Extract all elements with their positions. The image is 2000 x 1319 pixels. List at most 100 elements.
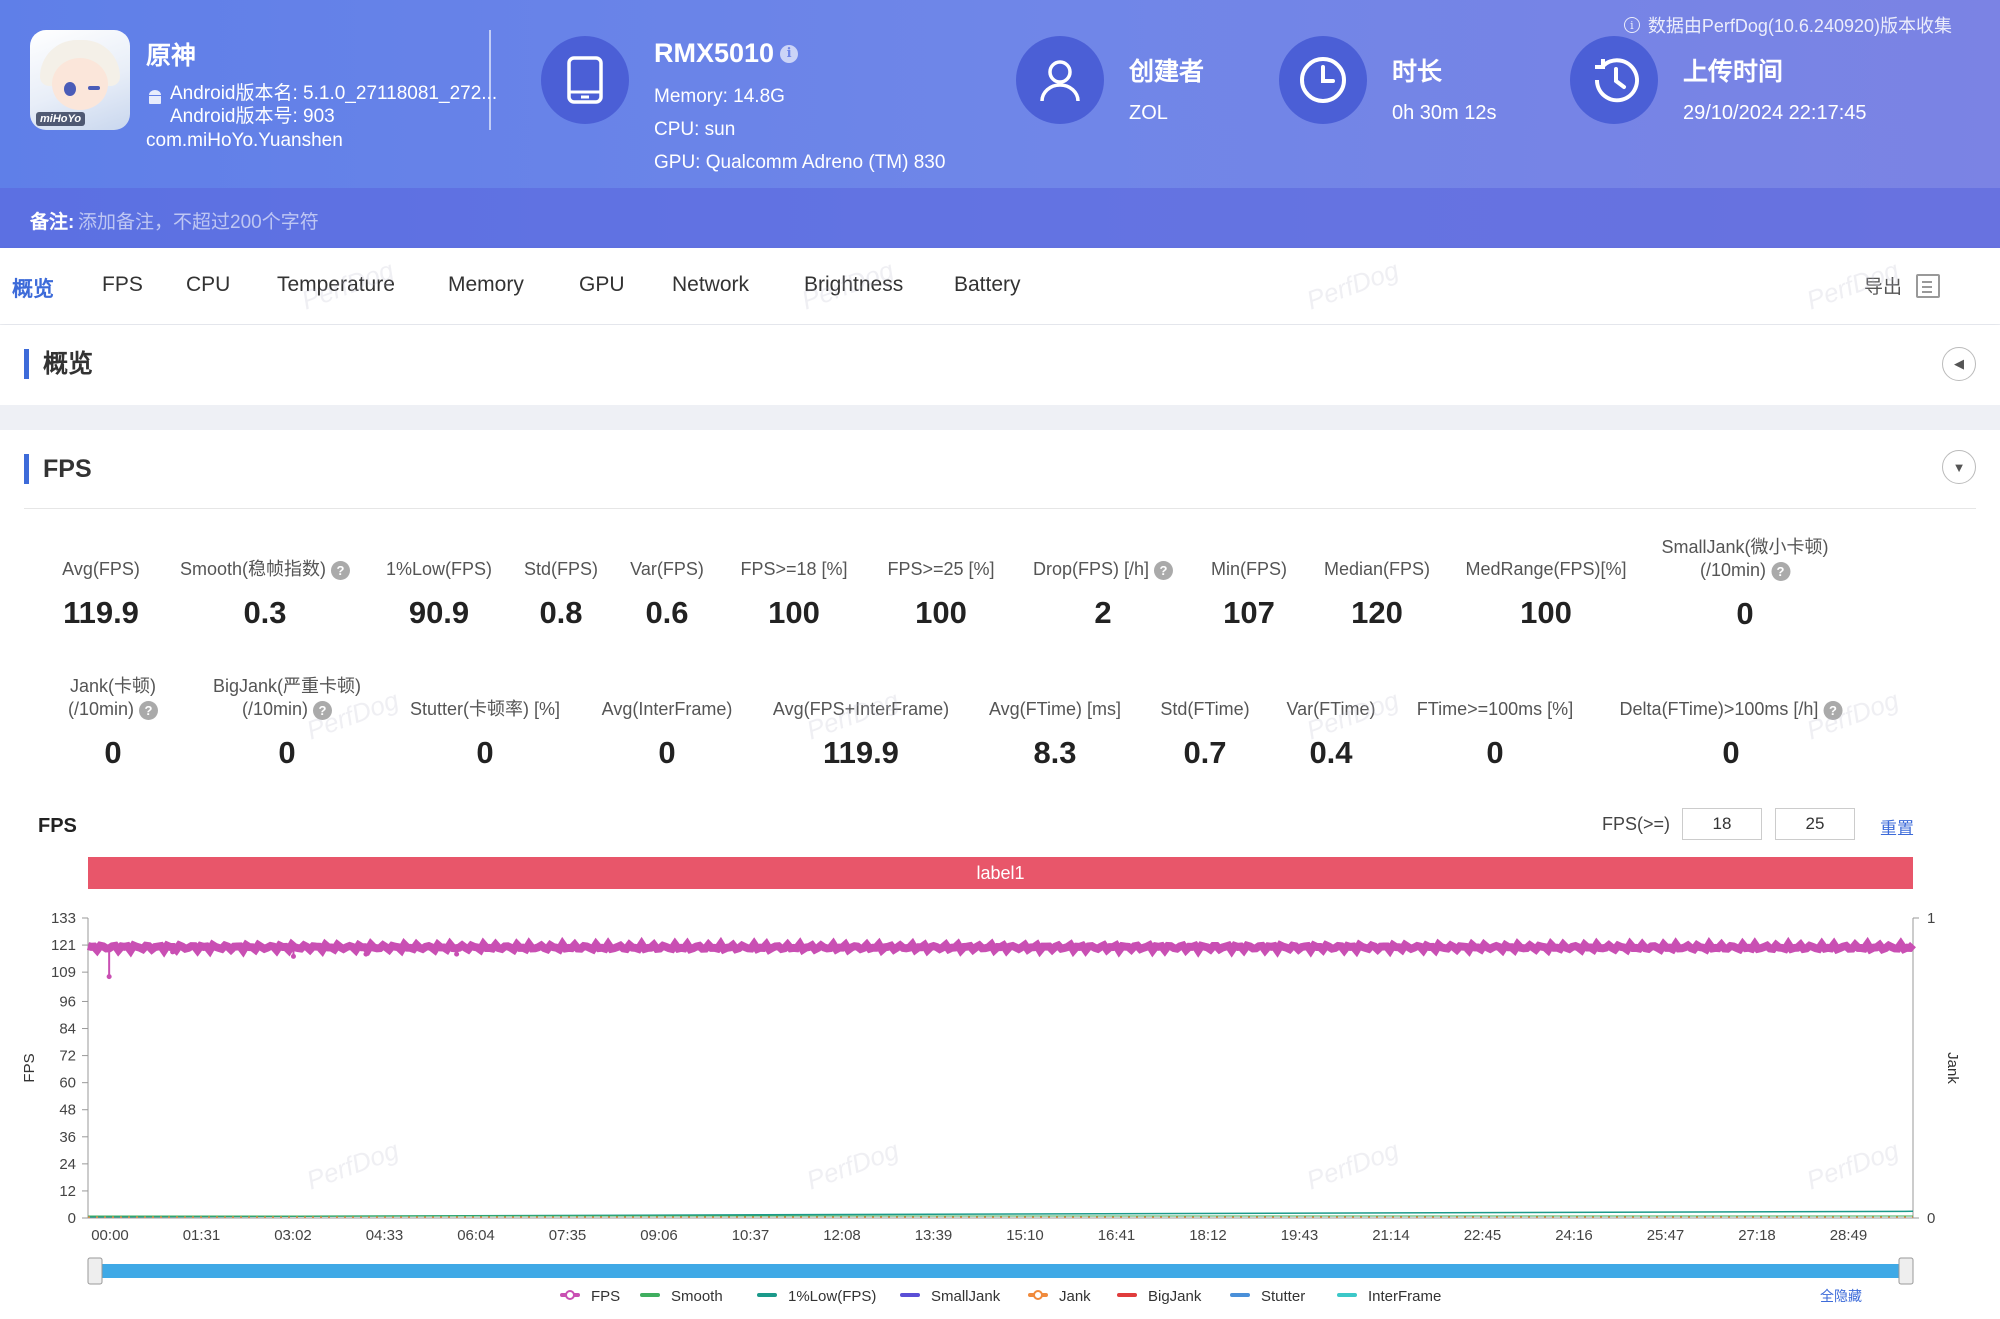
export-icon <box>1916 273 1940 298</box>
help-icon[interactable]: ? <box>331 560 351 580</box>
fps-collapse-button[interactable]: ▼ <box>1942 450 1976 484</box>
range-slider[interactable] <box>87 1257 1914 1285</box>
stat-std-ftime: Std(FTime) 0.7 <box>1160 699 1250 770</box>
stat-stutter: Stutter(卡顿率) [%] 0 <box>409 699 561 770</box>
header-divider <box>489 30 491 130</box>
y2-tick-label: 0 <box>1927 1210 1935 1227</box>
info-icon: i <box>1623 17 1640 33</box>
tab-memory[interactable]: Memory <box>448 273 524 296</box>
slider-track <box>88 1264 1913 1278</box>
caret-left-icon: ◀ <box>1954 356 1964 371</box>
x-tick-label: 09:06 <box>640 1227 678 1244</box>
x-tick-label: 06:04 <box>457 1227 495 1244</box>
legend-label: 1%Low(FPS) <box>788 1288 876 1305</box>
device-info-icon[interactable]: i <box>780 44 799 63</box>
x-axis: 00:00 01:31 03:02 04:33 06:04 07:35 09:06 10:37… <box>88 1217 1913 1244</box>
x-tick-label: 07:35 <box>549 1227 587 1244</box>
help-icon[interactable]: ? <box>1823 700 1843 720</box>
tab-cpu[interactable]: CPU <box>186 273 231 296</box>
upload-title: 上传时间 <box>1683 58 1784 86</box>
reset-button[interactable]: 重置 <box>1880 819 1914 838</box>
y2-tick-label: 1 <box>1927 910 1935 927</box>
legend-marker <box>565 1290 575 1300</box>
export-button[interactable]: 导出 <box>1864 272 1940 299</box>
stat-smooth: Smooth(稳帧指数) ? 0.3 <box>180 558 351 631</box>
y-tick-label: 121 <box>51 937 76 954</box>
fps-dip-point <box>170 949 176 955</box>
fps-threshold-high-input[interactable]: 25 <box>1775 808 1855 840</box>
help-icon[interactable]: ? <box>1771 561 1791 581</box>
y-tick-label: 60 <box>59 1075 76 1092</box>
x-tick-label: 18:12 <box>1189 1227 1227 1244</box>
help-icon[interactable]: ? <box>1154 560 1174 580</box>
android-icon <box>149 90 161 104</box>
help-icon[interactable]: ? <box>313 700 333 720</box>
caret-down-icon: ▼ <box>1952 459 1966 475</box>
help-icon[interactable]: ? <box>139 700 159 720</box>
stat-1pct-low: 1%Low(FPS) 90.9 <box>385 559 493 630</box>
device-cpu: CPU: sun <box>654 119 736 140</box>
fps-dip-point <box>363 951 369 957</box>
x-tick-label: 25:47 <box>1647 1227 1685 1244</box>
y-tick-label: 84 <box>59 1021 76 1038</box>
tab-bar: 概览 FPS CPU Temperature Memory GPU Networ… <box>0 248 2000 324</box>
y2-axis-label: Jank <box>1944 1052 1961 1084</box>
x-tick-label: 04:33 <box>366 1227 404 1244</box>
legend-label: FPS <box>591 1288 620 1305</box>
legend-label: SmallJank <box>931 1288 1001 1305</box>
upload-value: 29/10/2024 22:17:45 <box>1683 102 1867 124</box>
stat-fps-ge-25: FPS>=25 [%] 100 <box>887 559 995 630</box>
tab-brightness[interactable]: Brightness <box>804 273 904 296</box>
legend-label: Stutter <box>1261 1288 1305 1305</box>
y2-axis: 0 1 Jank <box>1912 910 1961 1227</box>
x-tick-label: 03:02 <box>274 1227 312 1244</box>
user-icon <box>1016 36 1104 124</box>
fps-dip-point <box>290 953 296 959</box>
creator-title: 创建者 <box>1129 58 1205 86</box>
tab-battery[interactable]: Battery <box>954 273 1021 296</box>
stat-avg-ftime: Avg(FTime) [ms] 8.3 <box>988 699 1122 770</box>
y-axis-label: FPS <box>21 1053 38 1082</box>
tab-gpu[interactable]: GPU <box>579 273 625 296</box>
section-divider <box>24 508 1976 509</box>
fps-threshold-label: FPS(>=) <box>1601 814 1670 834</box>
x-tick-label: 15:10 <box>1006 1227 1044 1244</box>
overview-collapse-button[interactable]: ◀ <box>1942 347 1976 381</box>
x-tick-label: 10:37 <box>732 1227 770 1244</box>
slider-handle-right <box>1898 1257 1914 1285</box>
tab-network[interactable]: Network <box>672 273 750 296</box>
fps-section-title: FPS <box>24 454 92 484</box>
stat-var-ftime: Var(FTime) 0.4 <box>1286 699 1376 770</box>
overview-title: 概览 <box>24 349 93 379</box>
fps-series-line <box>86 936 1916 958</box>
tab-fps[interactable]: FPS <box>102 273 143 296</box>
x-tick-label: 00:00 <box>91 1227 129 1244</box>
hide-all-button[interactable]: 全隐藏 <box>1820 1288 1862 1304</box>
tab-temperature[interactable]: Temperature <box>277 273 395 296</box>
label-band[interactable]: label1 <box>88 857 1913 889</box>
x-tick-label: 24:16 <box>1555 1227 1593 1244</box>
x-tick-label: 19:43 <box>1281 1227 1319 1244</box>
stat-smalljank: SmallJank(微小卡顿) (/10min) ? 0 <box>1661 537 1829 631</box>
device-name: RMX5010 i <box>654 38 799 69</box>
legend-label: InterFrame <box>1368 1288 1441 1305</box>
x-tick-label: 22:45 <box>1464 1227 1502 1244</box>
fps-chart[interactable]: 0 12 24 36 48 60 72 84 96 109 121 133 FPS 0 1 Jank 00:… <box>0 900 2000 1319</box>
stat-avg-fps-interframe: Avg(FPS+InterFrame) 119.9 <box>772 699 950 770</box>
x-tick-label: 01:31 <box>183 1227 221 1244</box>
y-tick-label: 72 <box>59 1048 76 1065</box>
slider-handle-left <box>87 1257 103 1285</box>
app-version-code: Android版本号: 903 <box>170 106 335 127</box>
tab-overview[interactable]: 概览 <box>12 278 54 301</box>
fps-threshold-low-input[interactable]: 18 <box>1682 808 1762 840</box>
y-tick-label: 133 <box>51 910 76 927</box>
x-tick-label: 16:41 <box>1098 1227 1136 1244</box>
chart-legend: FPS Smooth 1%Low(FPS) SmallJank Jank BigJank S… <box>560 1288 1862 1305</box>
note-input[interactable]: 添加备注，不超过200个字符 <box>78 212 319 233</box>
stat-delta-ftime: Delta(FTime)>100ms [/h] ? 0 <box>1620 698 1843 771</box>
device-memory: Memory: 14.8G <box>654 86 785 107</box>
duration-title: 时长 <box>1392 58 1443 86</box>
fps-dip-point <box>106 974 112 980</box>
legend-swatch <box>640 1293 660 1297</box>
x-tick-label: 27:18 <box>1738 1227 1776 1244</box>
